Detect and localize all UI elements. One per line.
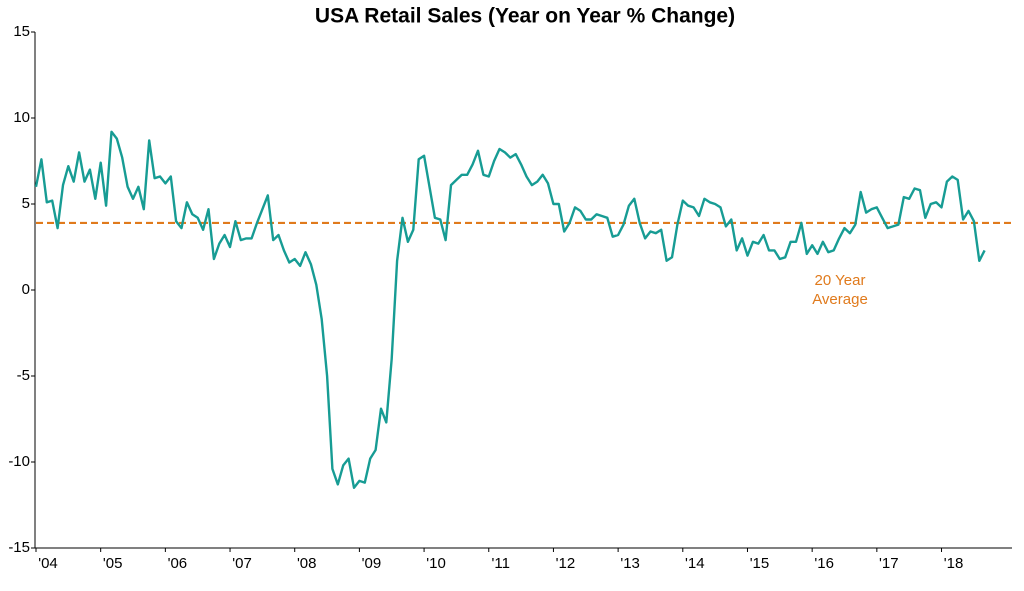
x-tick-label: '18 — [944, 555, 964, 572]
x-tick-label: '11 — [492, 555, 510, 572]
x-tick-label: '13 — [620, 555, 640, 572]
x-tick-label: '07 — [232, 555, 252, 572]
x-tick-label: '17 — [879, 555, 899, 572]
x-tick-label: '09 — [362, 555, 382, 572]
x-tick-label: '15 — [750, 555, 770, 572]
average-label: 20 Year — [815, 272, 866, 289]
series-line — [34, 130, 986, 489]
y-tick-label: -15 — [8, 539, 30, 556]
x-tick-label: '12 — [556, 555, 576, 572]
x-tick-label: '05 — [103, 555, 123, 572]
x-tick-label: '06 — [168, 555, 188, 572]
x-tick-label: '10 — [426, 555, 446, 572]
chart-title: USA Retail Sales (Year on Year % Change) — [315, 5, 735, 28]
y-tick-label: -5 — [17, 367, 30, 384]
y-tick-label: 0 — [22, 281, 30, 298]
average-label: Average — [812, 291, 868, 308]
y-tick-label: 5 — [22, 195, 30, 212]
x-tick-label: '04 — [38, 555, 58, 572]
y-tick-label: -10 — [8, 453, 30, 470]
x-tick-label: '16 — [814, 555, 834, 572]
y-tick-label: 15 — [13, 23, 30, 40]
x-tick-label: '14 — [685, 555, 705, 572]
y-tick-label: 10 — [13, 109, 30, 126]
x-tick-label: '08 — [297, 555, 317, 572]
